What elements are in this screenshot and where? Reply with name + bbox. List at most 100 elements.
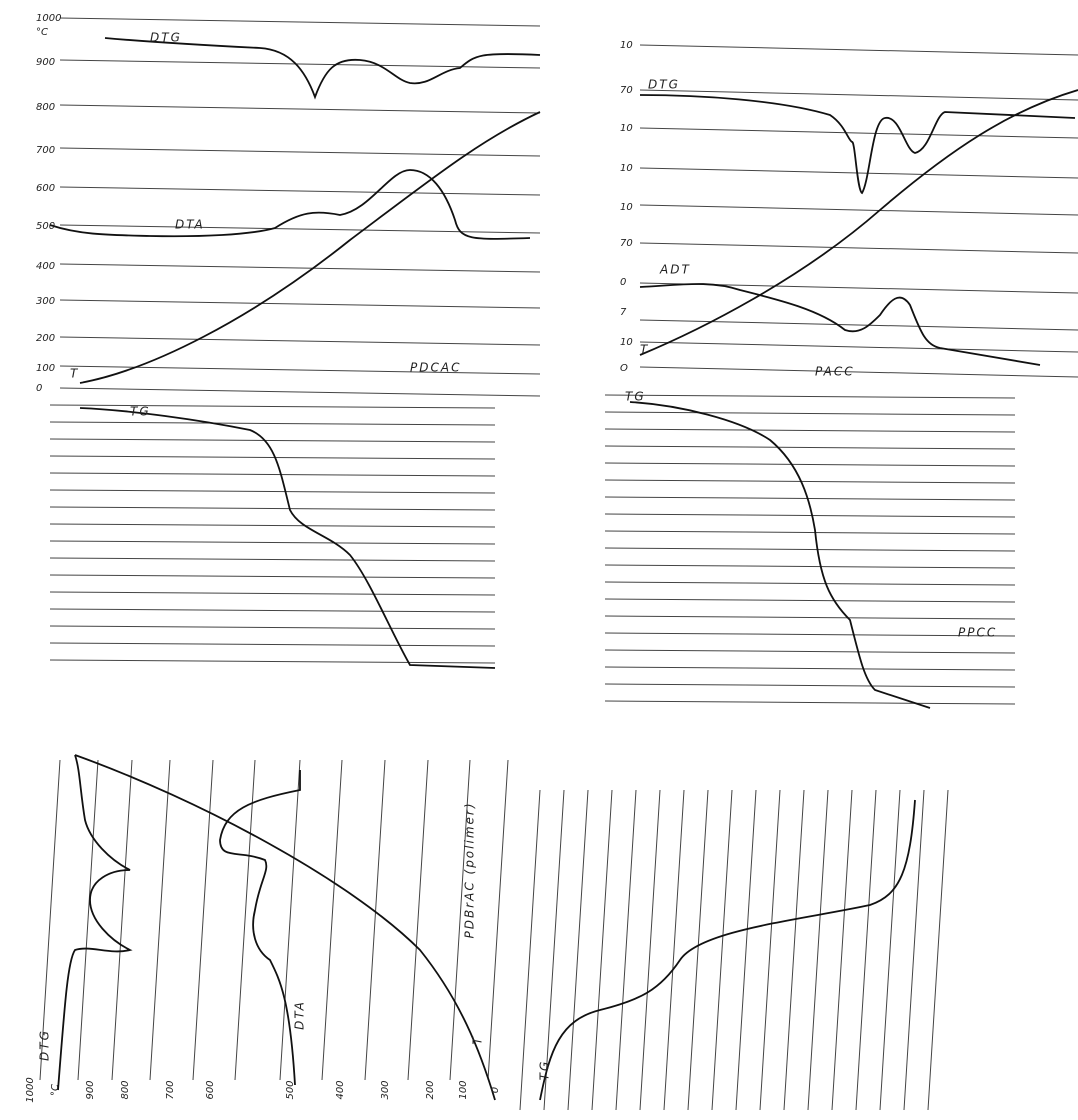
axis-label: 0 (620, 277, 626, 288)
grid-line (639, 89, 1078, 101)
curve-label: DTA (175, 218, 205, 232)
grid-line (639, 789, 661, 1111)
grid-line (59, 186, 541, 196)
axis-label: 800 (120, 1080, 131, 1099)
axis-label: °C (50, 1084, 61, 1096)
grid-line (639, 204, 1078, 216)
axis-label: 700 (36, 145, 55, 156)
axis-label: 300 (380, 1080, 391, 1099)
grid-line (59, 299, 541, 309)
axis-label: 100 (458, 1080, 469, 1099)
grid-line (543, 789, 565, 1111)
axis-label: 500 (285, 1080, 296, 1099)
grid-line (49, 557, 496, 562)
grid-line (234, 759, 256, 1081)
grid-line (591, 789, 613, 1111)
curve-label: TG (538, 1060, 552, 1081)
axis-label: 700 (165, 1080, 176, 1099)
tg-curve (539, 799, 916, 1101)
axis-label: 10 (620, 337, 633, 348)
grid-line (639, 127, 1078, 139)
grid-line (49, 591, 496, 596)
axis-label: 70 (620, 85, 633, 96)
grid-line (279, 759, 301, 1081)
panel-title: PDBrAC (polimer) (463, 801, 477, 938)
grid-line (615, 789, 637, 1111)
grid-line (735, 789, 757, 1111)
grid-line (364, 759, 386, 1081)
grid-line (49, 421, 496, 426)
adt-curve (639, 283, 1041, 366)
tg-curve (79, 407, 496, 669)
grid-line (49, 438, 496, 443)
t-curve (74, 754, 496, 1101)
grid-line (49, 608, 496, 613)
axis-label: 10 (620, 163, 633, 174)
curve-label: DTG (648, 78, 680, 92)
grid-line (604, 496, 1016, 501)
grid-line (663, 789, 685, 1111)
grid-line (711, 789, 733, 1111)
grid-line (807, 789, 829, 1111)
grid-line (49, 404, 496, 409)
grid-line (39, 759, 61, 1081)
grid-line (604, 615, 1016, 620)
grid-line (487, 759, 509, 1081)
grid-line (855, 789, 877, 1111)
grid-line (927, 789, 949, 1111)
grid-line (59, 336, 541, 346)
dtg-curve (639, 94, 1076, 195)
grid-line (639, 341, 1078, 353)
grid-line (321, 759, 343, 1081)
axis-label: 400 (335, 1080, 346, 1099)
grid-line (604, 479, 1016, 484)
grid-line (604, 700, 1016, 705)
grid-line (59, 365, 541, 375)
curve-label: PPCC (958, 626, 997, 640)
grid-line (567, 789, 589, 1111)
grid-line (111, 759, 133, 1081)
curve-label: TG (130, 405, 151, 419)
grid-line (604, 547, 1016, 552)
t-curve (79, 111, 541, 384)
axis-label: 800 (36, 102, 55, 113)
grid-line (59, 59, 541, 69)
grid-line (604, 445, 1016, 450)
curve-label: T (70, 367, 79, 381)
grid-line (449, 759, 471, 1081)
grid-line (59, 263, 541, 273)
grid-line (59, 147, 541, 157)
grid-line (604, 632, 1016, 637)
grid-line (604, 411, 1016, 416)
dtg-curve (104, 37, 541, 100)
grid-line (831, 789, 853, 1111)
curve-label: DTG (150, 31, 182, 45)
axis-label: 1000 (36, 13, 61, 24)
axis-label: 400 (36, 261, 55, 272)
grid-line (604, 581, 1016, 586)
labels: 1000°C9008007006005004003002001000DTGDTA… (25, 13, 997, 1103)
grid-line (604, 428, 1016, 433)
grid-line (604, 462, 1016, 467)
axis-label: 70 (620, 238, 633, 249)
grid-line (639, 44, 1078, 56)
grid-line (49, 489, 496, 494)
grid-line (49, 625, 496, 630)
grid-line (519, 789, 541, 1111)
axis-label: 200 (425, 1080, 436, 1099)
grid-line (604, 513, 1016, 518)
axis-label: 600 (205, 1080, 216, 1099)
grid-line (604, 564, 1016, 569)
grid-line (149, 759, 171, 1081)
axis-label: 7 (620, 307, 627, 318)
grid-line (759, 789, 781, 1111)
grid-line (59, 17, 541, 27)
grid-line (783, 789, 805, 1111)
axis-label: 900 (36, 57, 55, 68)
grid-line (407, 759, 429, 1081)
curve-label: ADT (659, 263, 691, 277)
dtg-curve (57, 754, 133, 1091)
axis-label: 600 (36, 183, 55, 194)
grid-line (687, 789, 709, 1111)
